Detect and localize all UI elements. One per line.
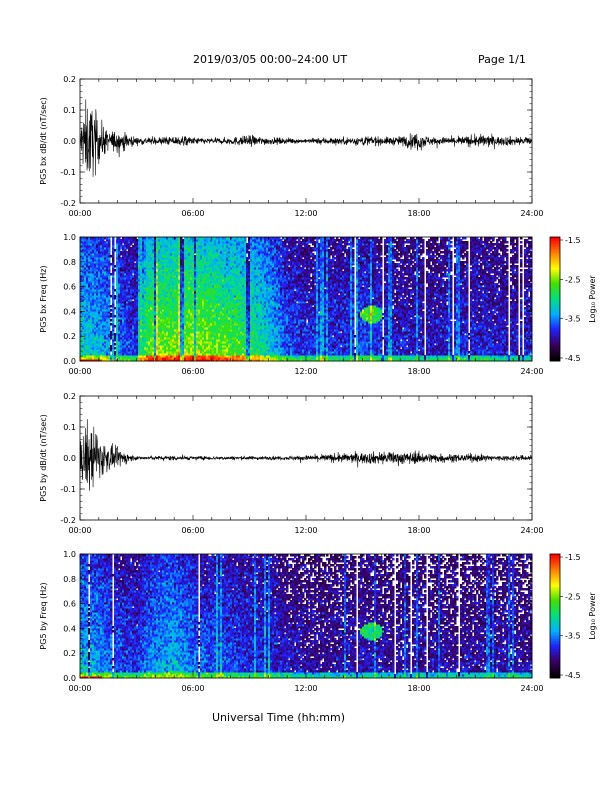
page-title: 2019/03/05 00:00–24:00 UT [193, 53, 347, 66]
y-tick-label: 1.0 [63, 550, 76, 559]
x-tick-label: 12:00 [294, 684, 317, 693]
spectrogram-cells [80, 554, 533, 679]
colorbar: -1.5 -2.5 -3.5 -4.5 Log₁₀ Power [549, 553, 597, 680]
x-tick-label: 12:00 [294, 367, 317, 376]
x-tick-label: 00:00 [68, 367, 91, 376]
y-tick-label: 0.1 [63, 106, 76, 115]
x-tick-label: 18:00 [407, 367, 430, 376]
colorbar-tick-label: -4.5 [565, 671, 581, 680]
x-tick-label: 18:00 [407, 209, 430, 218]
colorbar-label: Log₁₀ Power [588, 592, 597, 640]
x-tick-label: 00:00 [68, 526, 91, 535]
x-tick-label: 18:00 [407, 684, 430, 693]
x-tick-label: 12:00 [294, 526, 317, 535]
x-tick-label: 06:00 [181, 684, 204, 693]
x-tick-label: 06:00 [181, 209, 204, 218]
spectrogram-cells [80, 237, 533, 362]
x-tick-label: 00:00 [68, 209, 91, 218]
panel-1: 00:00 06:00 12:00 18:00 24:00 0.2 0.1 0.0 -0.1 -0… [39, 75, 544, 218]
y-tick-label: 0.1 [63, 423, 76, 432]
y-tick-label: 0.4 [63, 624, 76, 633]
x-tick-label: 06:00 [181, 526, 204, 535]
panel-3: 00:00 06:00 12:00 18:00 24:00 0.2 0.1 0.0 -0.1 -0… [39, 392, 544, 535]
series-trace [80, 99, 532, 177]
x-axis-title: Universal Time (hh:mm) [212, 711, 345, 724]
panel-2: -1.5 -2.5 -3.5 -4.5 Log₁₀ Power 00:00 06:00 12:… [39, 233, 597, 376]
y-tick-label: 0.0 [63, 674, 76, 683]
y-tick-label: 0.0 [63, 137, 76, 146]
colorbar: -1.5 -2.5 -3.5 -4.5 Log₁₀ Power [549, 236, 597, 363]
y-tick-label: -0.2 [60, 516, 76, 525]
y-tick-label: 0.8 [63, 575, 76, 584]
x-tick-label: 12:00 [294, 209, 317, 218]
series-trace [80, 419, 532, 491]
y-axis-label: PG5 bx dB/dt (nT/sec) [39, 97, 48, 184]
y-axis-label: PG5 bx Freq (Hz) [39, 265, 48, 332]
x-tick-label: 24:00 [520, 684, 543, 693]
x-tick-label: 24:00 [520, 209, 543, 218]
x-tick-label: 00:00 [68, 684, 91, 693]
y-tick-label: 0.0 [63, 357, 76, 366]
colorbar-tick-label: -1.5 [565, 236, 581, 245]
y-tick-label: 0.2 [63, 649, 76, 658]
x-tick-label: 18:00 [407, 526, 430, 535]
colorbar-tick-label: -3.5 [565, 315, 581, 324]
y-tick-label: -0.1 [60, 168, 76, 177]
y-tick-label: 0.6 [63, 283, 76, 292]
y-tick-label: 1.0 [63, 233, 76, 242]
colorbar-frame [549, 553, 561, 679]
y-tick-label: 0.0 [63, 454, 76, 463]
colorbar-tick-label: -2.5 [565, 592, 581, 601]
colorbar-tick-label: -3.5 [565, 632, 581, 641]
panel-4: -1.5 -2.5 -3.5 -4.5 Log₁₀ Power 00:00 06:00 12:… [39, 550, 597, 693]
y-tick-label: 0.2 [63, 392, 76, 401]
y-tick-label: 0.6 [63, 600, 76, 609]
colorbar-label: Log₁₀ Power [588, 275, 597, 323]
y-tick-label: -0.1 [60, 485, 76, 494]
y-axis-label: PG5 by Freq (Hz) [39, 582, 48, 649]
y-tick-label: 0.4 [63, 307, 76, 316]
y-tick-label: 0.8 [63, 258, 76, 267]
y-tick-label: 0.2 [63, 75, 76, 84]
y-tick-label: -0.2 [60, 199, 76, 208]
x-tick-label: 06:00 [181, 367, 204, 376]
x-tick-label: 24:00 [520, 526, 543, 535]
y-tick-label: 0.2 [63, 332, 76, 341]
y-axis-label: PG5 by dB/dt (nT/sec) [39, 414, 48, 501]
colorbar-tick-label: -4.5 [565, 354, 581, 363]
page-number: Page 1/1 [478, 53, 526, 66]
colorbar-frame [549, 236, 561, 362]
colorbar-tick-label: -2.5 [565, 275, 581, 284]
x-tick-label: 24:00 [520, 367, 543, 376]
colorbar-tick-label: -1.5 [565, 553, 581, 562]
